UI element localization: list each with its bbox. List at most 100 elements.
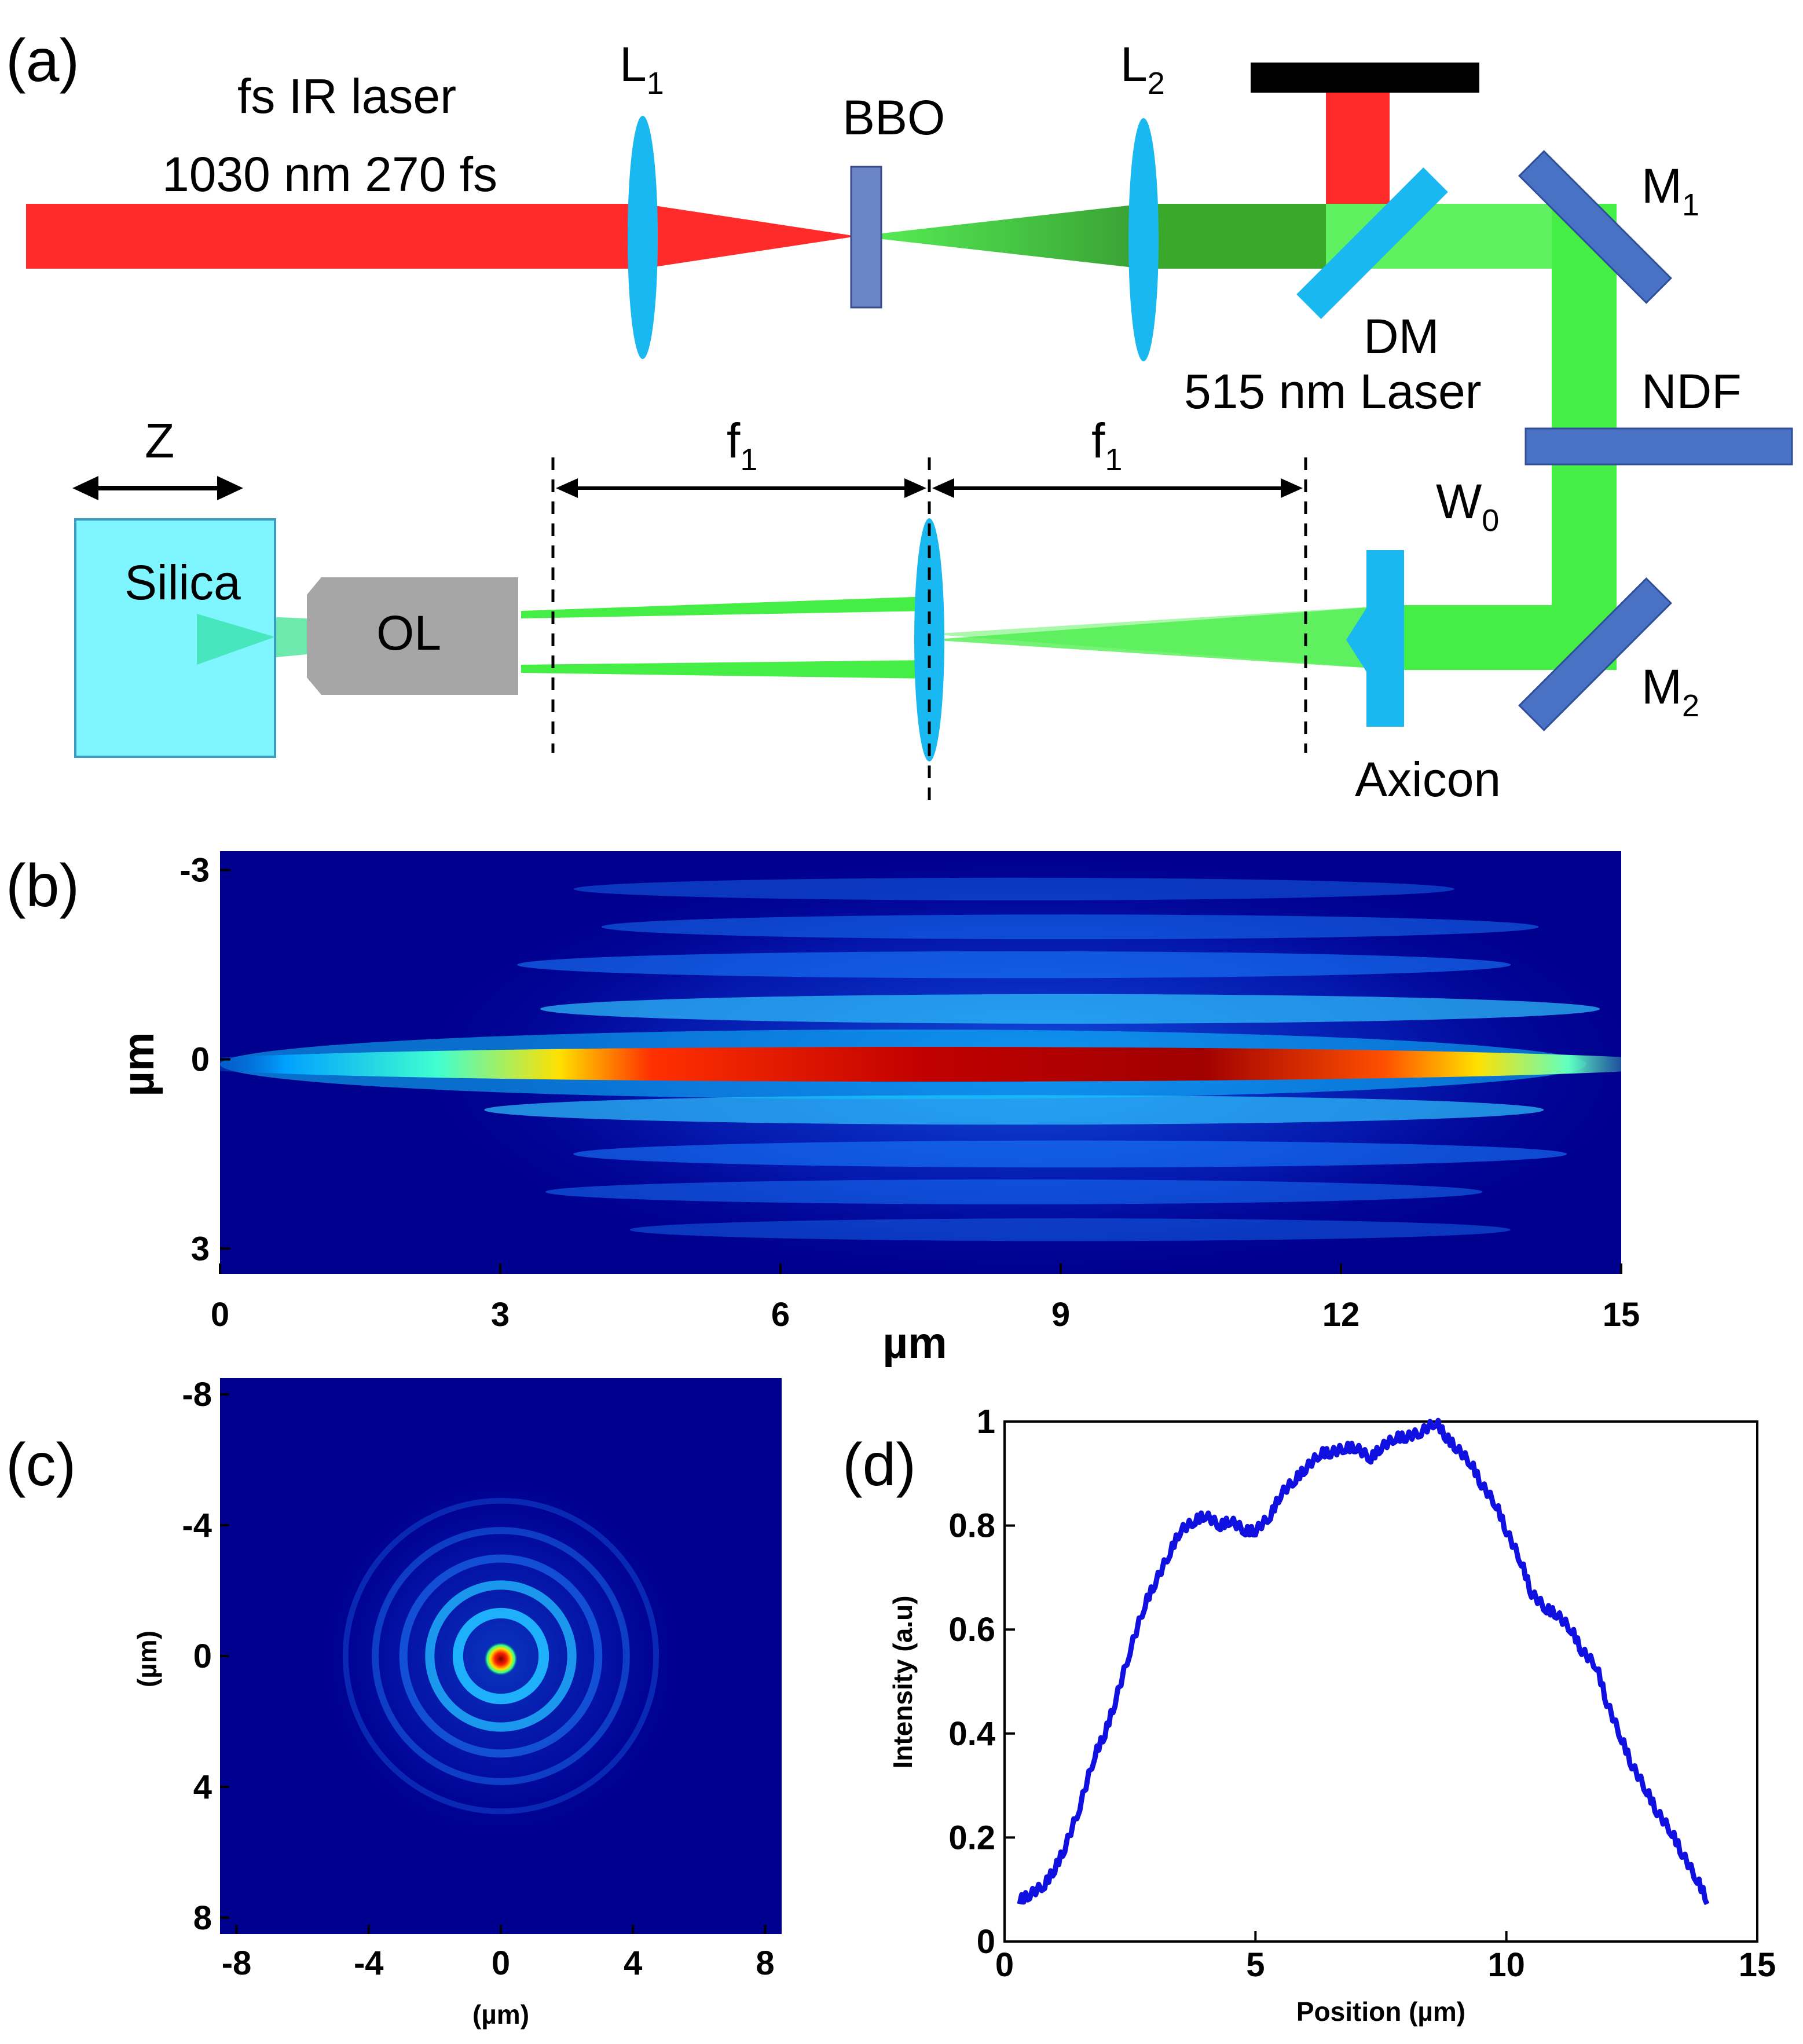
beam-to-ol-upper [521, 596, 929, 618]
panel-a-optical-setup: (a) L1 BBO L2 DM 515 nm Laser [6, 27, 1793, 808]
panel-c-ring [452, 1607, 549, 1705]
mirror-m2 [1518, 577, 1672, 731]
waist-label: W0 [1436, 474, 1499, 538]
panel-b-xlabel: µm [882, 1318, 947, 1368]
dm-label: DM [1364, 309, 1439, 364]
mirror-m1-label: M1 [1641, 159, 1699, 222]
laser-params: 1030 nm 270 fs [162, 147, 497, 202]
panel-b-fringe [484, 1095, 1544, 1125]
ir-reflected-beam [1326, 93, 1390, 204]
panel-d-ytick-label: 0.2 [948, 1819, 995, 1856]
panel-b-fringes [484, 877, 1600, 1241]
panel-c-xlabel: (µm) [472, 1999, 529, 2030]
panel-b-label: (b) [6, 852, 79, 920]
panel-d-plot-area [1003, 1420, 1758, 1943]
panel-b-ylabel: µm [114, 1032, 163, 1096]
panel-b-ticks: 0 3 6 9 12 15-303 [179, 852, 1640, 1334]
panel-d-xtick-label: 5 [1246, 1946, 1265, 1984]
panel-b-xtick-label: 0 [211, 1296, 229, 1334]
panel-b-ytick-label: 3 [191, 1230, 210, 1268]
panel-c-ring [372, 1527, 630, 1785]
focal-arrow-left [556, 478, 926, 498]
ir-beam [26, 204, 646, 269]
panel-c-central-spot [483, 1642, 518, 1676]
ndf-label: NDF [1641, 364, 1742, 419]
panel-c-ytick-label: 8 [193, 1899, 212, 1937]
panel-c-ytick-label: -4 [182, 1507, 212, 1544]
mirror-m2-label: M2 [1641, 660, 1699, 723]
panel-b-fringe [573, 877, 1454, 900]
green-diverging-cone [857, 204, 1144, 269]
panel-b-fringe [601, 914, 1539, 940]
panel-d-ytick-label: 0 [977, 1923, 995, 1961]
panel-d-ticks: 0 5 10 15 0 0.2 0.4 0.6 0.8 1 [948, 1403, 1776, 1984]
green-beam-dark [1144, 204, 1326, 269]
lens-l1 [628, 116, 658, 359]
panel-c-xtick-label: 4 [624, 1944, 642, 1982]
panel-b-xtick-label: 3 [491, 1296, 510, 1334]
panel-c-rings [342, 1497, 659, 1815]
mirror-m1 [1518, 150, 1672, 304]
green-beam-return [1398, 605, 1589, 670]
panel-a-label: (a) [6, 27, 79, 94]
panel-c-xtick-label: 8 [756, 1944, 774, 1982]
panel-c-ring [425, 1580, 577, 1732]
panel-b-xtick-label: 9 [1051, 1296, 1070, 1334]
panel-c-xtick-label: -8 [222, 1944, 252, 1982]
objective-lens [307, 577, 518, 695]
panel-b-fringe [573, 1140, 1567, 1168]
panel-d-xtick-label: 15 [1739, 1946, 1776, 1984]
bessel-focus-in-sample [197, 614, 275, 665]
panel-b-heatmap: (b) 0 3 6 9 12 15-303 µm µm [6, 851, 1640, 1368]
lens-l1-label: L1 [620, 37, 664, 101]
focal-arrow-right [932, 478, 1303, 498]
panel-c-heatmap: (c) -8 -4 0 4 8 -8 -4 0 4 8 (µm) (µm) [6, 1376, 782, 2030]
green-laser-label: 515 nm Laser [1184, 364, 1482, 419]
panel-b-fringe [517, 951, 1511, 979]
axicon-cone-upper [929, 605, 1398, 670]
panel-d-line-chart: (d) 0 5 10 15 0 0.2 0.4 0.6 0.8 1 Position (µm) I… [842, 1403, 1776, 2027]
panel-b-fringe [545, 1179, 1483, 1204]
panel-b-intensity [220, 851, 1621, 1274]
panel-d-label: (d) [842, 1431, 916, 1499]
axicon-label: Axicon [1355, 752, 1501, 807]
axicon-cone-lower [929, 605, 1398, 670]
panel-b-xtick-label: 6 [771, 1296, 790, 1334]
panel-c-ring [342, 1497, 659, 1815]
bbo-crystal [850, 166, 882, 309]
panel-b-fringe [629, 1218, 1511, 1241]
panel-b-fringe [540, 994, 1600, 1024]
panel-b-ytick-label: -3 [179, 852, 210, 889]
axicon [1364, 550, 1404, 727]
panel-d-ytick-label: 0.6 [948, 1611, 995, 1649]
dichroic-mirror [1296, 167, 1448, 319]
panel-b-xtick-label: 15 [1603, 1296, 1640, 1334]
panel-c-ytick-label: -8 [182, 1376, 212, 1413]
panel-c-ring [399, 1554, 603, 1758]
ir-focus-cone [643, 204, 857, 269]
silica-label: Silica [124, 555, 241, 610]
panel-b-core [220, 1047, 1621, 1082]
beam-block [1251, 63, 1479, 93]
focal-right-label: f1 [1091, 413, 1122, 477]
panel-d-ytick-label: 1 [977, 1403, 995, 1441]
panel-c-label: (c) [6, 1431, 76, 1499]
panel-c-xtick-label: -4 [354, 1944, 384, 1982]
panel-b-xtick-label: 12 [1322, 1296, 1360, 1334]
panel-c-xtick-label: 0 [492, 1944, 510, 1982]
panel-c-ytick-label: 0 [193, 1638, 212, 1675]
panel-c-intensity [310, 1468, 692, 1850]
nd-filter [1525, 427, 1793, 466]
panel-d-xlabel: Position (µm) [1296, 1997, 1465, 2027]
axicon-tip [1346, 608, 1366, 672]
z-translation-arrow [72, 476, 243, 500]
bbo-label: BBO [842, 90, 945, 145]
objective-label: OL [376, 606, 441, 660]
laser-name: fs IR laser [237, 69, 456, 123]
panel-d-ytick-label: 0.8 [948, 1507, 995, 1545]
z-label: Z [145, 413, 174, 468]
panel-b-ytick-label: 0 [191, 1041, 210, 1079]
intensity-line [1017, 1417, 1710, 1906]
panel-d-ytick-label: 0.4 [948, 1715, 995, 1753]
